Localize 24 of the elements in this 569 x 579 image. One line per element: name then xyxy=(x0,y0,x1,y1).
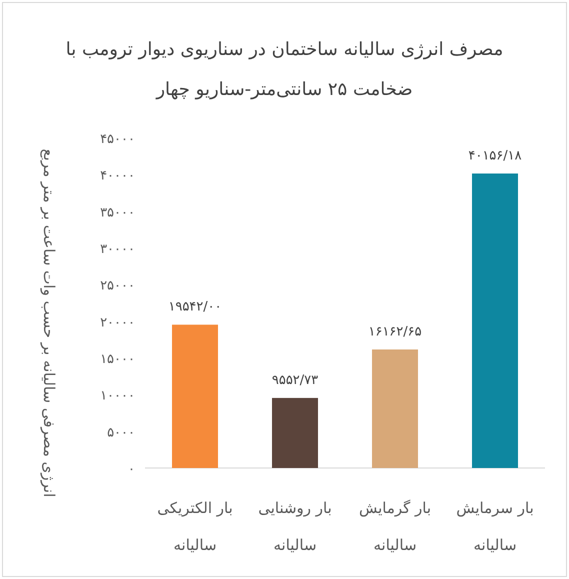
data-label: ۱۶۱۶۲/۶۵ xyxy=(368,324,422,340)
bar xyxy=(472,174,518,468)
y-tick-label: ۰ xyxy=(128,462,135,477)
y-tick-label: ۲۵۰۰۰ xyxy=(100,278,135,294)
data-label: ۹۵۵۲/۷۳ xyxy=(272,372,318,388)
category-label: بار گرمایش سالیانه xyxy=(358,499,432,554)
y-tick-label: ۱۵۰۰۰ xyxy=(100,352,135,367)
y-tick-label: ۲۰۰۰۰ xyxy=(100,315,135,330)
y-tick-label: ۴۰۰۰۰ xyxy=(100,168,135,184)
category-label: بار سرمایش سالیانه xyxy=(456,499,534,554)
y-tick-label: ۳۰۰۰۰ xyxy=(100,242,135,257)
data-label: ۴۰۱۵۶/۱۸ xyxy=(468,148,522,164)
category-label: بار الکتریکی سالیانه xyxy=(157,499,233,554)
y-tick-label: ۱۰۰۰۰ xyxy=(100,388,135,404)
y-tick-label: ۳۵۰۰۰ xyxy=(100,205,135,220)
bar xyxy=(272,398,318,468)
category-label: بار روشنایی سالیانه xyxy=(258,499,332,554)
bar xyxy=(372,349,418,468)
y-tick-label: ۵۰۰۰ xyxy=(107,425,135,440)
data-label: ۱۹۵۴۲/۰۰ xyxy=(168,300,222,315)
bar xyxy=(172,324,218,468)
chart-title: مصرف انرژی سالیانه ساختمان در سناریوی دیوار ترومب با ضخامت ۲۵ سانتی‌متر-سناریو چهار xyxy=(64,38,504,102)
y-tick-label: ۴۵۰۰۰ xyxy=(100,132,135,147)
y-axis-title: انرژی مصرفی سالیانه بر حسب وات ساعت بر متر مربع xyxy=(40,148,58,498)
